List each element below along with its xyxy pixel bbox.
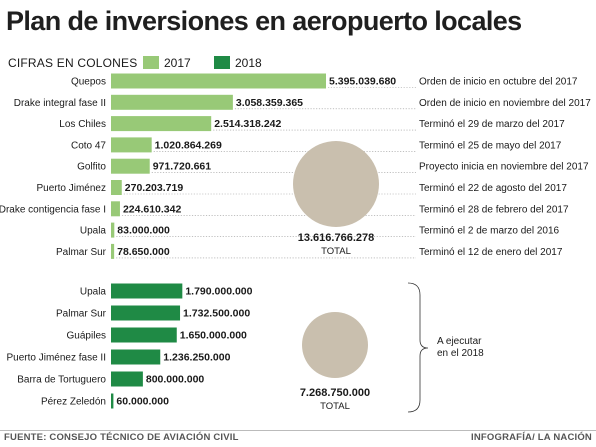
category-label: Puerto Jiménez fase II [7, 353, 107, 364]
bar-2017 [111, 73, 326, 89]
value-label: 971.720.661 [153, 161, 212, 173]
value-label: 224.610.342 [123, 203, 182, 215]
status-note: Terminó el 28 de febrero del 2017 [419, 204, 569, 215]
bar-2017 [111, 201, 120, 217]
bar-2017 [111, 222, 115, 238]
value-label: 60.000.000 [116, 396, 169, 408]
status-note: Terminó el 2 de marzo del 2016 [419, 226, 560, 237]
bar-2017 [111, 158, 150, 174]
total-label-2018: TOTAL [320, 401, 350, 412]
bar-2018 [111, 393, 114, 409]
bar-2017 [111, 180, 122, 195]
bar-2018 [111, 283, 183, 299]
bar-2018 [111, 371, 143, 387]
chart-title: Plan de inversiones en aeropuerto locale… [6, 6, 522, 36]
category-label: Guápiles [67, 331, 106, 342]
status-note: Terminó el 25 de mayo del 2017 [419, 140, 562, 151]
group-note: A ejecutar [437, 336, 482, 347]
bar-chart: Quepos 5.395.039.680 Orden de inicio en oc… [0, 73, 591, 413]
status-note: Proyecto inicia en noviembre del 2017 [419, 162, 589, 173]
status-note: Terminó el 12 de enero del 2017 [419, 247, 563, 258]
legend-swatch-2017 [143, 56, 159, 69]
value-label: 3.058.359.365 [236, 97, 303, 109]
value-label: 1.236.250.000 [163, 352, 230, 364]
category-label: Upala [80, 287, 107, 298]
footer-divider [0, 430, 596, 431]
value-label: 1.790.000.000 [185, 286, 252, 298]
bar-2017 [111, 137, 152, 153]
unit-label: CIFRAS EN COLONES [8, 56, 138, 70]
group-note: en el 2018 [437, 348, 484, 359]
value-label: 1.650.000.000 [180, 330, 247, 342]
category-label: Upala [80, 226, 107, 237]
value-label: 5.395.039.680 [329, 76, 396, 88]
bar-2017 [111, 243, 115, 259]
credit-note: INFOGRAFÍA/ LA NACIÓN [470, 432, 592, 443]
legend-label-2017: 2017 [164, 56, 191, 70]
bar-2017 [111, 116, 212, 132]
category-label: Pérez Zeledón [41, 397, 106, 408]
value-label: 270.203.719 [125, 182, 184, 194]
category-label: Palmar Sur [56, 247, 107, 258]
status-note: Terminó el 22 de agosto del 2017 [419, 183, 567, 194]
status-note: Terminó el 29 de marzo del 2017 [419, 119, 565, 130]
value-label: 78.650.000 [117, 246, 170, 258]
value-label: 2.514.318.242 [214, 118, 281, 130]
category-label: Puerto Jiménez [37, 183, 106, 194]
source-note: FUENTE: CONSEJO TÉCNICO DE AVIACIÓN CIVI… [4, 432, 239, 443]
total-circle-2018 [302, 312, 368, 378]
status-note: Orden de inicio en octubre del 2017 [419, 77, 578, 88]
bar-2018 [111, 349, 161, 365]
category-label: Golfito [77, 162, 106, 173]
category-label: Los Chiles [59, 119, 106, 130]
value-label: 1.020.864.269 [155, 139, 222, 151]
category-label: Drake integral fase II [14, 98, 106, 109]
category-label: Barra de Tortuguero [17, 375, 106, 386]
category-label: Drake contigencia fase I [0, 204, 106, 215]
bar-2018 [111, 305, 181, 321]
category-label: Palmar Sur [56, 309, 107, 320]
category-label: Quepos [71, 77, 106, 88]
status-note: Orden de inicio en noviembre del 2017 [419, 98, 591, 109]
category-label: Coto 47 [71, 140, 106, 151]
bar-2017 [111, 94, 233, 110]
bar-2018 [111, 327, 177, 343]
total-value-2018: 7.268.750.000 [300, 387, 370, 399]
value-label: 1.732.500.000 [183, 308, 250, 320]
total-circle-2017 [293, 141, 379, 227]
legend-swatch-2018 [214, 56, 230, 69]
group-bracket [407, 282, 429, 413]
value-label: 83.000.000 [117, 225, 170, 237]
value-label: 800.000.000 [146, 374, 205, 386]
total-value-2017: 13.616.766.278 [298, 232, 374, 244]
legend-label-2018: 2018 [235, 56, 262, 70]
total-label-2017: TOTAL [321, 246, 351, 257]
